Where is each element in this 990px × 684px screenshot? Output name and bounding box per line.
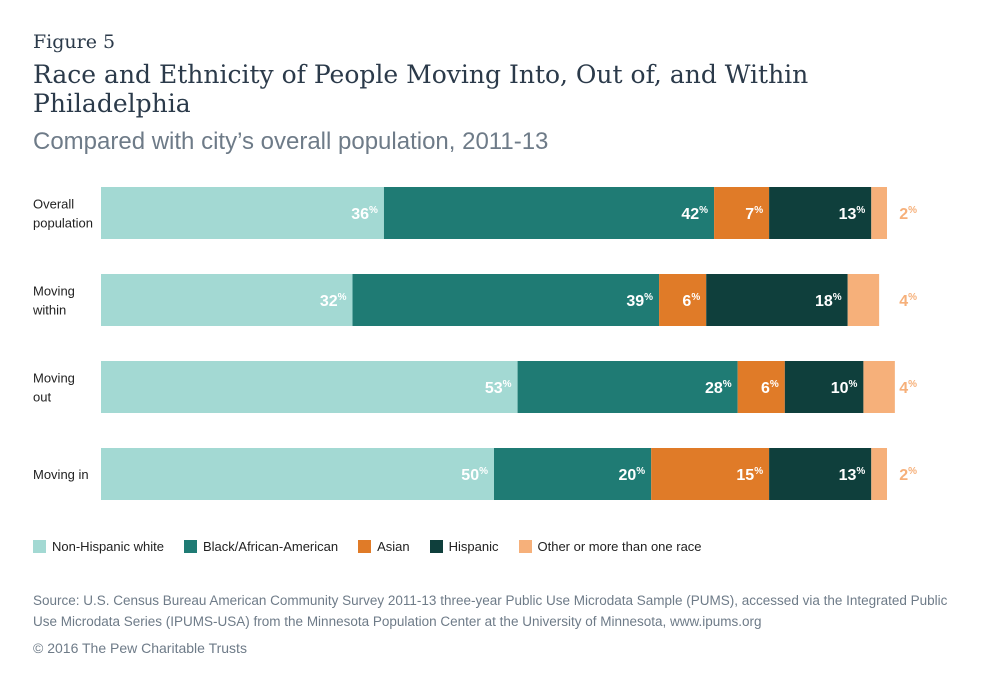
data-label: 2% — [899, 205, 917, 223]
data-label: 6% — [761, 379, 779, 397]
legend-label: Other or more than one race — [537, 539, 702, 554]
bar-segment — [784, 361, 864, 413]
legend-label: Asian — [377, 539, 410, 554]
bar-segment — [494, 448, 652, 500]
data-label: 39% — [626, 292, 653, 310]
data-label: 15% — [736, 466, 763, 484]
data-label: 4% — [899, 292, 917, 310]
legend-label: Non-Hispanic white — [52, 539, 164, 554]
data-label: 36% — [351, 205, 378, 223]
bar-segment — [383, 187, 715, 239]
bar-segment — [101, 361, 518, 413]
legend-label: Black/African-American — [203, 539, 339, 554]
legend-item: Other or more than one race — [518, 539, 702, 554]
legend-swatch — [429, 540, 443, 553]
bar-segment — [352, 274, 660, 326]
legend-item: Hispanic — [429, 539, 499, 554]
legend-swatch — [518, 540, 532, 553]
bar-segment — [737, 361, 785, 413]
legend-swatch — [184, 540, 197, 553]
legend-swatch — [33, 540, 46, 553]
data-label: 13% — [839, 466, 866, 484]
bar-segment — [101, 274, 353, 326]
bar-segment — [847, 274, 880, 326]
data-label: 20% — [618, 466, 645, 484]
copyright: © 2016 The Pew Charitable Trusts — [33, 640, 247, 656]
legend-label: Hispanic — [448, 539, 499, 554]
bar-segment — [706, 274, 848, 326]
chart-title: Race and Ethnicity of People Moving Into… — [33, 60, 809, 118]
chart-subtitle: Compared with city’s overall population,… — [33, 128, 549, 155]
data-label: 7% — [745, 205, 763, 223]
category-label: Moving within — [32, 284, 75, 318]
category-label: Moving out — [33, 371, 75, 405]
data-label: 4% — [899, 379, 917, 397]
legend-item: Black/African-American — [184, 539, 338, 554]
data-label: 53% — [485, 379, 512, 397]
legend: Non-Hispanic white Black/African-American… — [33, 539, 722, 554]
data-label: 42% — [681, 205, 708, 223]
bar-segment — [517, 361, 738, 413]
data-label: 50% — [461, 466, 488, 484]
data-label: 18% — [815, 292, 842, 310]
bar-segment — [101, 448, 494, 500]
figure-label: Figure 5 — [33, 31, 116, 53]
data-label: 10% — [831, 379, 858, 397]
bar-segment — [871, 187, 887, 239]
legend-swatch — [358, 540, 372, 553]
bar-segment — [651, 448, 770, 500]
bar-segment — [863, 361, 895, 413]
data-label: 13% — [839, 205, 866, 223]
data-label: 6% — [682, 292, 700, 310]
bar-segment — [101, 187, 384, 239]
category-label: Overall population — [33, 197, 93, 231]
bar-segment — [769, 448, 872, 500]
bar-segment — [769, 187, 872, 239]
bar-segment — [659, 274, 707, 326]
source-note: Source: U.S. Census Bureau American Comm… — [33, 593, 948, 629]
data-label: 2% — [899, 466, 917, 484]
stacked-bar-chart: Overall population 36% 42% 7% 13% 2% Moving with… — [32, 187, 917, 500]
data-label: 32% — [320, 292, 347, 310]
category-label: Moving in — [33, 467, 89, 482]
legend-item: Non-Hispanic white — [33, 539, 164, 554]
legend-item: Asian — [358, 539, 410, 554]
bar-segment — [871, 448, 887, 500]
bar-segment — [714, 187, 770, 239]
data-label: 28% — [705, 379, 732, 397]
